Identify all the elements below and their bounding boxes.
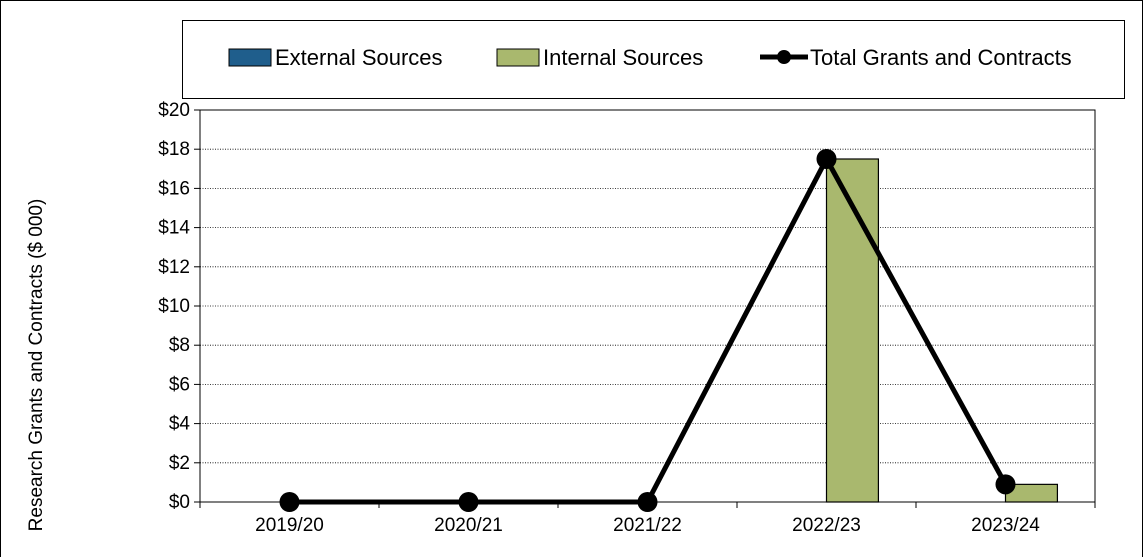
total-line [279, 149, 1016, 512]
legend-swatch-external [228, 48, 272, 67]
y-tick-label: $2 [169, 453, 190, 474]
y-tick-label: $8 [169, 335, 190, 356]
total-point [637, 492, 658, 512]
total-point [279, 492, 300, 512]
legend-marker-total [777, 50, 791, 64]
x-tick-label: 2021/22 [613, 515, 682, 536]
legend-label-total: Total Grants and Contracts [810, 45, 1072, 70]
x-tick-label: 2023/24 [971, 515, 1040, 536]
legend: External Sources Internal Sources Total … [228, 45, 1072, 70]
total-point [995, 474, 1016, 495]
y-axis-title: Research Grants and Contracts ($ 000) [26, 199, 47, 532]
y-tick-label: $20 [158, 100, 190, 121]
y-tick-label: $6 [169, 374, 190, 395]
bars [825, 158, 1059, 503]
legend-label-external: External Sources [275, 45, 443, 70]
legend-swatch-internal [496, 48, 540, 67]
total-point [458, 492, 479, 512]
x-tick-label: 2020/21 [434, 515, 503, 536]
y-tick-label: $18 [158, 139, 190, 160]
y-tick-label: $0 [169, 492, 190, 513]
y-tick-label: $4 [169, 414, 191, 435]
y-axis: $0 $2 $4 $6 $8 $10 $12 $14 $16 $18 $20 [158, 100, 200, 513]
legend-label-internal: Internal Sources [543, 45, 703, 70]
legend-box [182, 20, 1125, 99]
x-tick-label: 2019/20 [255, 515, 324, 536]
y-tick-label: $14 [158, 218, 190, 239]
y-tick-label: $10 [158, 296, 190, 317]
x-axis: 2019/20 2020/21 2021/22 2022/23 2023/24 [199, 502, 1096, 536]
y-tick-label: $12 [158, 257, 190, 278]
bar-internal [825, 158, 880, 503]
gridlines [200, 148, 1095, 464]
x-tick-label: 2022/23 [792, 515, 861, 536]
y-tick-label: $16 [158, 178, 190, 199]
total-point [816, 149, 837, 169]
